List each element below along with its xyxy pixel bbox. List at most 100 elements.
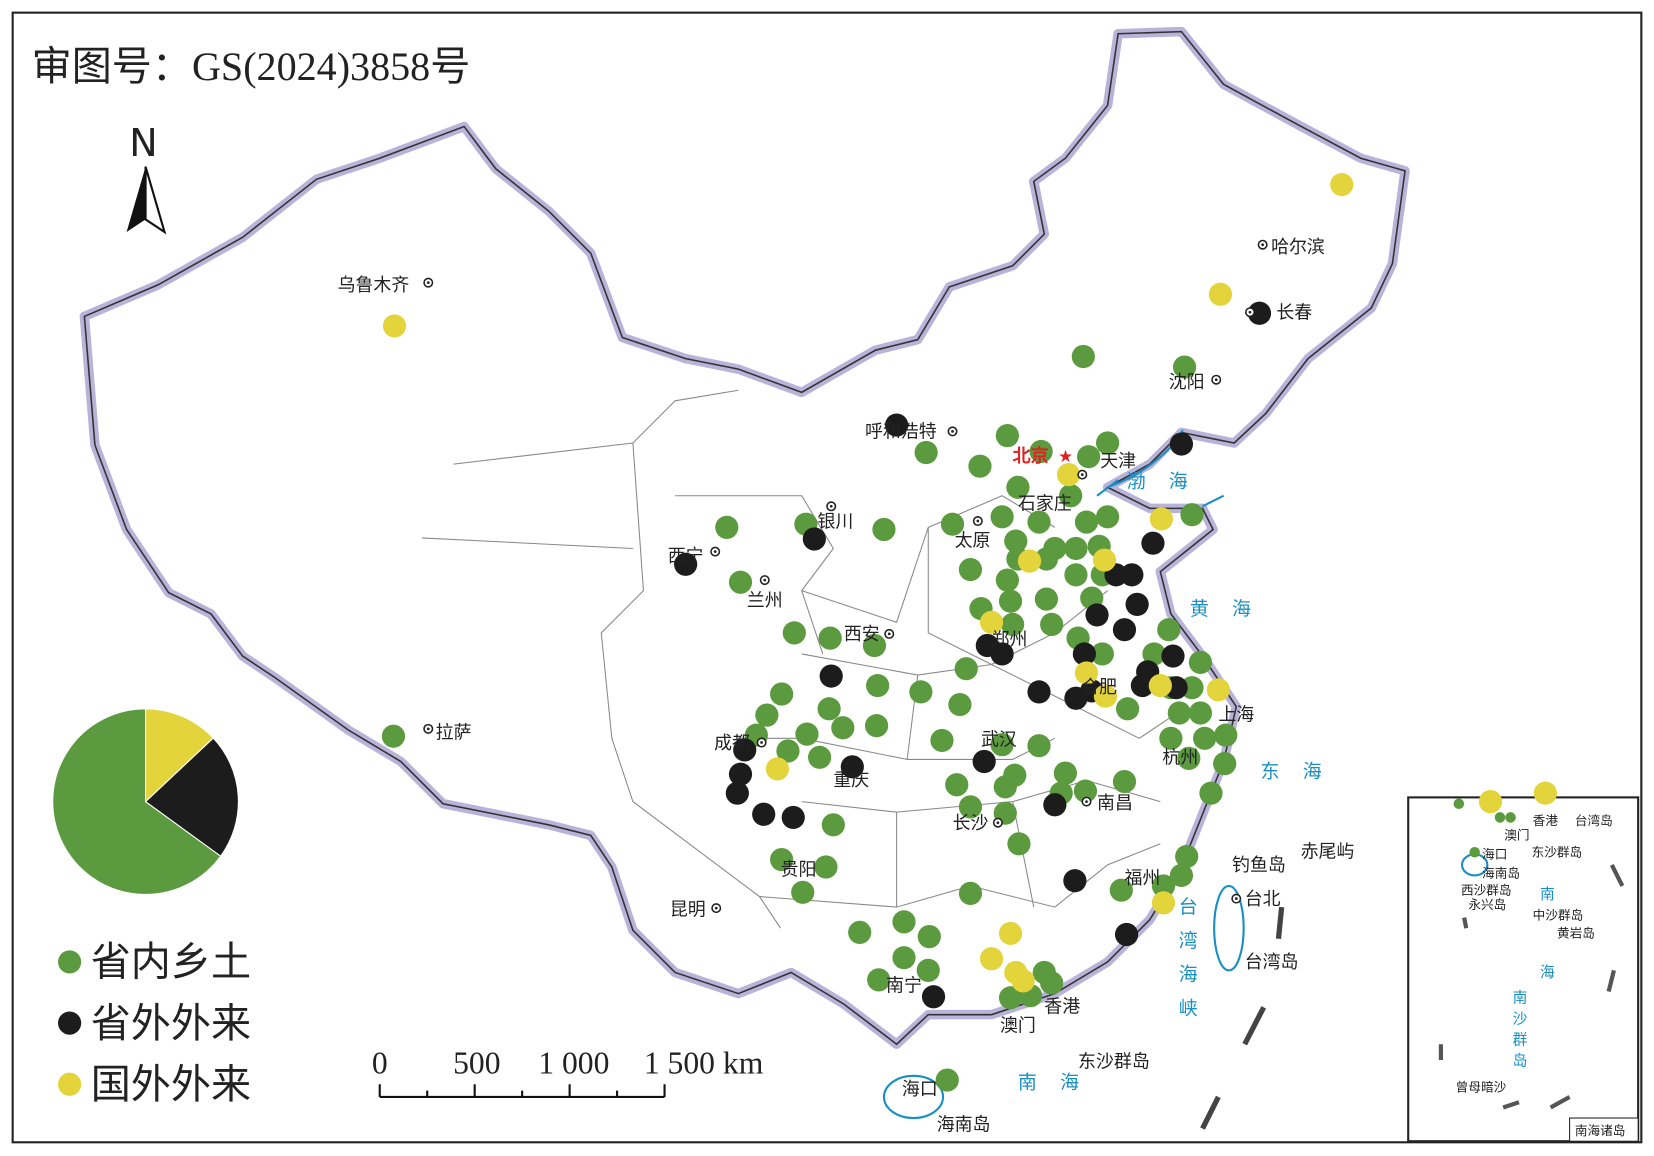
place-label: 郑州	[992, 630, 1028, 651]
place-label: 石家庄	[1018, 493, 1072, 514]
sea-label: 台湾海峡	[1176, 896, 1198, 1031]
site-dot	[979, 947, 1004, 971]
legend-swatch	[58, 950, 82, 974]
site-dot	[1199, 781, 1223, 805]
scale-bar	[378, 1084, 666, 1098]
city-marker-dot	[763, 578, 767, 582]
place-label: 天津	[1100, 451, 1136, 472]
site-dot	[1007, 832, 1031, 856]
place-label: 西宁	[668, 546, 704, 567]
site-dot	[917, 925, 941, 949]
place-label: 长沙	[953, 813, 989, 834]
city-marker-dot	[426, 727, 430, 731]
site-dot	[958, 557, 983, 582]
city-marker-dot	[951, 430, 954, 433]
city-marker-dot	[1085, 800, 1088, 803]
site-dot	[1011, 969, 1035, 993]
north-label: N	[129, 121, 157, 165]
arrow-left	[126, 166, 146, 233]
inset-label: 澳门	[1504, 828, 1529, 843]
city-marker-dot	[426, 281, 430, 285]
capital-star: ★	[1058, 446, 1073, 466]
inset-label: 永兴岛	[1468, 897, 1506, 912]
site-dot	[752, 802, 776, 826]
compass: N	[126, 121, 167, 235]
site-dot	[1073, 779, 1098, 803]
site-dot	[1206, 678, 1230, 702]
sea-label: 东海	[1261, 760, 1345, 782]
site-dot	[1001, 612, 1025, 637]
feature-label: 台湾岛	[1245, 952, 1299, 973]
site-dot	[998, 921, 1023, 946]
site-dot	[1180, 503, 1204, 527]
inset-title: 南海诸岛	[1575, 1123, 1626, 1138]
site-dot	[781, 805, 805, 830]
site-dot	[930, 728, 954, 753]
city-marker-dot	[713, 550, 717, 554]
place-label: 昆明	[670, 900, 706, 921]
place-label: 贵阳	[781, 859, 817, 880]
inset-label: 海口	[1482, 847, 1507, 862]
site-dot	[1177, 746, 1201, 770]
inset-label: 黄岩岛	[1557, 926, 1595, 941]
city-marker-dot	[887, 632, 891, 636]
site-dot	[1053, 761, 1077, 785]
site-dot	[1151, 874, 1176, 898]
pie-slice	[145, 708, 214, 803]
site-dot	[1027, 734, 1051, 758]
site-dot	[728, 570, 753, 594]
site-dot	[1027, 510, 1051, 534]
site-dot	[674, 552, 698, 576]
site-dot	[1074, 661, 1099, 685]
site-dot	[885, 413, 909, 437]
pie-slice	[52, 708, 222, 895]
place-label: 乌鲁木齐	[338, 275, 410, 296]
site-dot	[1169, 863, 1194, 888]
legend-label: 国外外来	[91, 1062, 251, 1108]
place-label: 拉萨	[436, 722, 472, 743]
place-label: 香港	[1044, 997, 1080, 1018]
site-dot	[1208, 282, 1233, 306]
city-marker-dot	[1214, 378, 1218, 382]
place-label: 成都	[714, 733, 750, 754]
place-label: 海口	[902, 1079, 938, 1100]
site-dot	[770, 682, 794, 706]
site-dot	[867, 968, 891, 992]
site-dot	[1116, 697, 1140, 721]
feature-label: 东沙群岛	[1078, 1051, 1150, 1072]
place-label: 哈尔滨	[1271, 237, 1325, 258]
site-dot	[381, 724, 406, 748]
place-label: 福州	[1124, 868, 1160, 889]
site-dot	[1330, 172, 1354, 197]
site-dot	[765, 757, 790, 781]
site-dot	[725, 781, 749, 805]
site-dot	[990, 733, 1014, 757]
feature-label: 海南岛	[937, 1115, 991, 1136]
inset-dash	[1438, 863, 1625, 1110]
site-dot	[733, 738, 757, 762]
site-dot	[819, 664, 843, 688]
site-dot	[990, 642, 1014, 666]
site-dot	[866, 673, 890, 698]
city-marker-dot	[996, 821, 1000, 825]
site-dot	[940, 512, 965, 536]
site-dot	[808, 745, 832, 769]
place-label: 上海	[1218, 704, 1254, 725]
legend-swatch	[58, 1011, 82, 1035]
site-dot	[776, 739, 800, 763]
site-dot	[1188, 650, 1213, 674]
city-marker-dot	[1261, 243, 1265, 247]
site-dot	[1141, 531, 1165, 555]
site-dot	[1125, 592, 1149, 616]
site-dot	[1029, 439, 1053, 464]
site-dot	[1006, 475, 1030, 499]
site-dot	[954, 657, 978, 681]
site-dot	[848, 920, 872, 944]
site-dot	[862, 633, 887, 658]
site-dot	[1063, 869, 1087, 893]
site-dot	[1040, 971, 1064, 995]
inset-label: 中沙群岛	[1533, 908, 1584, 923]
scale-line	[378, 1084, 666, 1098]
site-dot	[916, 958, 940, 982]
